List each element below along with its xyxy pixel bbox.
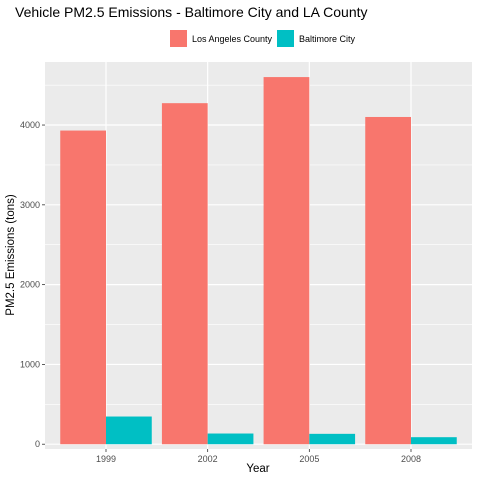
legend-key-baltimore-city (277, 30, 294, 47)
y-tick-label: 3000 (20, 200, 40, 210)
bar-los-angeles-county-1999 (60, 130, 106, 445)
bars (60, 77, 457, 445)
legend-label-baltimore-city: Baltimore City (299, 34, 356, 44)
y-tick-label: 2000 (20, 280, 40, 290)
legend: Los Angeles County Baltimore City (170, 30, 356, 47)
y-tick-label: 4000 (20, 120, 40, 130)
x-tick-label: 2002 (198, 454, 218, 464)
chart-title: Vehicle PM2.5 Emissions - Baltimore City… (15, 4, 368, 20)
y-tick-label: 0 (35, 439, 40, 449)
bar-los-angeles-county-2002 (161, 103, 208, 445)
x-tick-label: 2008 (401, 454, 421, 464)
bar-baltimore-city-2002 (207, 433, 254, 445)
x-tick-label: 1999 (96, 454, 116, 464)
x-tick-label: 2005 (299, 454, 319, 464)
y-tick-label: 1000 (20, 359, 40, 369)
bar-los-angeles-county-2005 (263, 77, 310, 445)
x-axis-title: Year (246, 463, 269, 475)
legend-key-los-angeles-county (170, 30, 187, 47)
y-axis: 0 1000 2000 3000 4000 (20, 120, 45, 449)
bar-los-angeles-county-2008 (365, 116, 411, 445)
bar-baltimore-city-2008 (411, 437, 457, 445)
bar-baltimore-city-1999 (106, 416, 152, 445)
y-axis-title: PM2.5 Emissions (tons) (5, 194, 17, 316)
x-axis: 1999 2002 2005 2008 (96, 449, 421, 464)
legend-label-los-angeles-county: Los Angeles County (192, 34, 273, 44)
bar-baltimore-city-2005 (309, 433, 356, 445)
